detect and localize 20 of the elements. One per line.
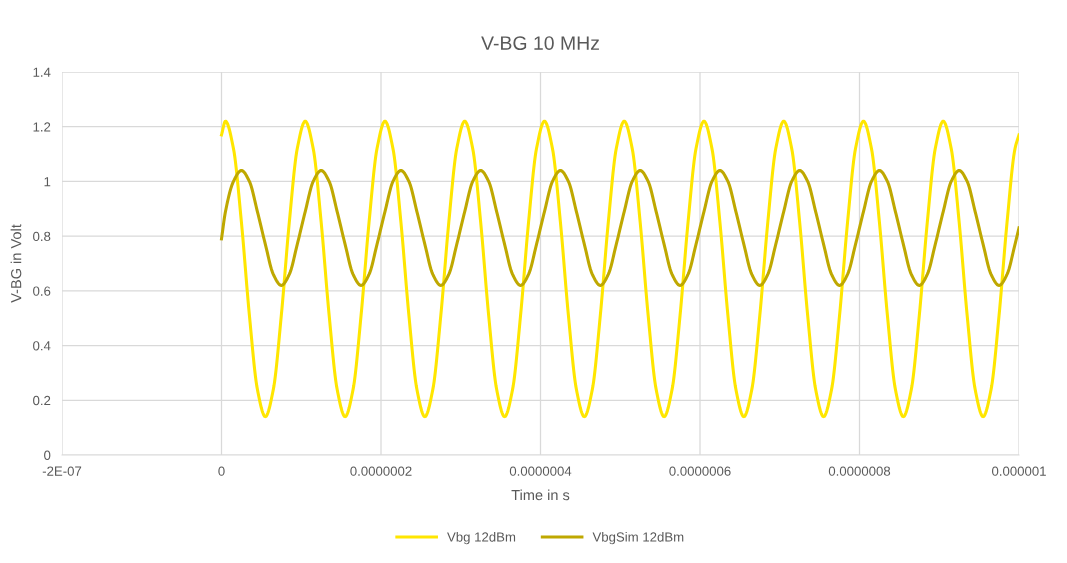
y-tick-label: 0 <box>44 450 51 460</box>
y-tick-label: 0.8 <box>33 231 51 242</box>
legend-label: VbgSim 12dBm <box>592 531 684 545</box>
y-axis-title: V-BG in Volt <box>10 224 22 303</box>
y-tick-label: 1.2 <box>33 122 51 132</box>
x-tick-label: 0.000001 <box>992 466 1046 476</box>
y-tick-label: 0.4 <box>33 341 51 351</box>
legend-label: Vbg 12dBm <box>447 531 516 545</box>
x-tick-label: 0.0000008 <box>828 466 891 476</box>
x-tick-label: 0.0000002 <box>350 466 412 476</box>
chart-title: V-BG 10 MHz <box>481 36 599 50</box>
y-tick-label: 1.4 <box>33 67 51 77</box>
x-axis-title: Time in s <box>511 489 570 501</box>
y-tick-label: 1 <box>44 177 51 187</box>
x-tick-label: 0.0000004 <box>509 466 572 476</box>
y-tick-label: 0.6 <box>33 286 51 296</box>
y-tick-label: 0.2 <box>33 395 51 406</box>
x-tick-label: -2E-07 <box>42 466 82 476</box>
x-tick-label: 0 <box>218 466 225 476</box>
x-tick-label: 0.0000006 <box>669 466 731 476</box>
